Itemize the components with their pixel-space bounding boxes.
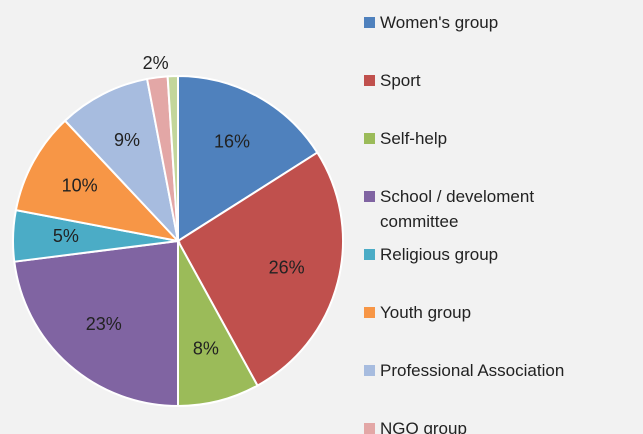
legend-swatch	[364, 191, 375, 202]
data-label: 9%	[114, 130, 140, 150]
legend-swatch	[364, 365, 375, 376]
legend-item: Professional Association	[364, 358, 604, 383]
pie-slice	[166, 74, 179, 242]
legend-label: NGO group	[380, 419, 467, 434]
legend-item: NGO group	[364, 416, 604, 434]
legend-label: Youth group	[380, 303, 472, 322]
legend-item: Women's group	[364, 10, 604, 35]
legend-label: School / develoment committee	[380, 187, 535, 231]
legend-swatch	[364, 75, 375, 86]
data-label: 2%	[143, 53, 169, 73]
legend-swatch	[364, 307, 375, 318]
legend-swatch	[364, 17, 375, 28]
data-label: 5%	[53, 226, 79, 246]
legend-swatch	[364, 133, 375, 144]
legend-label: Women's group	[380, 13, 499, 32]
pie-slice	[13, 239, 179, 408]
pie-slice	[63, 77, 180, 245]
legend-label: Self-help	[380, 129, 448, 148]
data-label: 26%	[269, 258, 305, 278]
legend-item: Self-help	[364, 126, 604, 151]
legend-label: Sport	[380, 71, 421, 90]
legend-swatch	[364, 249, 375, 260]
legend-item: School / develoment committee	[364, 184, 604, 234]
legend-label: Professional Association	[380, 361, 565, 380]
legend-swatch	[364, 423, 375, 434]
pie-slice	[14, 119, 181, 243]
legend-item: Sport	[364, 68, 604, 93]
data-label: 23%	[86, 314, 122, 334]
pie-slice	[176, 151, 344, 387]
data-label: 8%	[193, 338, 219, 358]
data-label: 16%	[214, 131, 250, 151]
data-label: 10%	[62, 176, 98, 196]
legend-item: Youth group	[364, 300, 604, 325]
pie-slice	[177, 74, 319, 243]
legend-item: Religious group	[364, 242, 604, 267]
legend-label: Religious group	[380, 245, 499, 264]
